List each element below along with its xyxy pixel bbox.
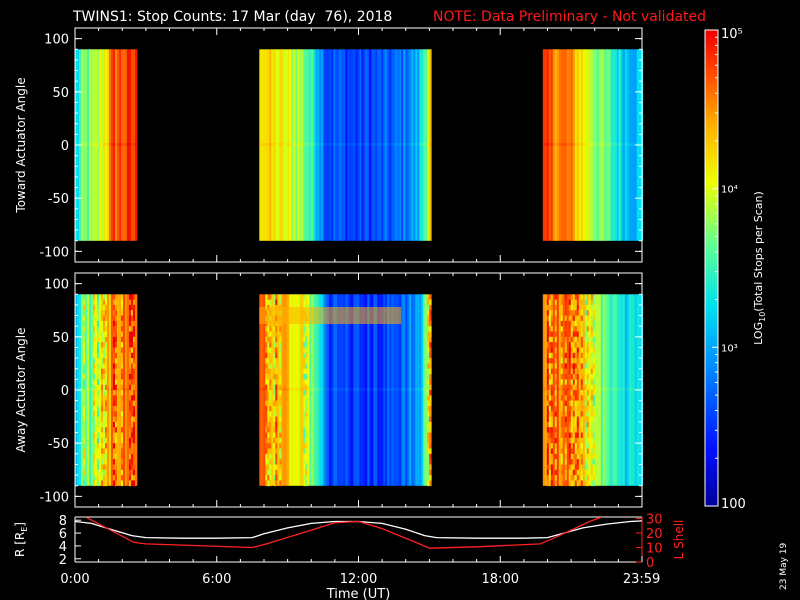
colorbar-tick-label: 10⁵ [721, 27, 743, 42]
colorbar-tick-label: 10³ [721, 343, 738, 354]
y-tick-label: 50 [52, 86, 69, 101]
right-tick-label: 10 [646, 541, 663, 556]
colorbar-label: LOG10(Total Stops per Scan) [752, 191, 767, 345]
left-tick-label: 4 [59, 540, 67, 555]
heatmap-segment-1 [75, 49, 138, 241]
away-angle-panel: 100 50 0 -50 -100 Away Actuator Angle [14, 272, 644, 508]
left-tick-label: 6 [59, 527, 67, 542]
heatmap-segment-2 [259, 294, 432, 487]
x-tick-label: 23:59 [623, 572, 660, 587]
l-shell-line [86, 517, 603, 549]
y-tick-label: -100 [39, 245, 69, 260]
left-tick-label: 8 [59, 514, 67, 529]
y-tick-label: 100 [44, 278, 69, 293]
l-shell-axis-label: L Shell [672, 520, 686, 560]
colorbar-tick-label: 10⁴ [721, 185, 738, 196]
heatmap-segment-2 [259, 49, 432, 241]
y-tick-label: -50 [48, 192, 69, 207]
x-axis-label: Time (UT) [326, 587, 391, 600]
toward-angle-panel: 100 50 0 -50 -100 Toward Actuator Angle [14, 27, 644, 263]
y-tick-label: 0 [61, 384, 69, 399]
heatmap-segment-3 [542, 294, 644, 487]
colorbar-gradient [704, 29, 719, 507]
date-stamp: 23 May 19 [779, 542, 789, 590]
radius-line [75, 520, 642, 539]
heatmap-segment-3 [542, 49, 644, 241]
x-tick-label: 6:00 [202, 572, 231, 587]
colorbar: 100 10³ 10⁴ 10⁵ [704, 27, 746, 512]
y-axis-label: Toward Actuator Angle [14, 77, 28, 213]
heatmap-segment-1 [75, 294, 138, 487]
x-tick-label: 18:00 [482, 572, 519, 587]
preliminary-note: NOTE: Data Preliminary - Not validated [433, 9, 706, 25]
y-tick-label: -100 [39, 490, 69, 505]
y-tick-label: -50 [48, 437, 69, 452]
y-tick-label: 50 [52, 331, 69, 346]
x-tick-label: 0:00 [60, 572, 89, 587]
figure-title: TWINS1: Stop Counts: 17 Mar (day 76), 20… [72, 9, 392, 25]
y-tick-label: 0 [61, 139, 69, 154]
left-tick-label: 2 [59, 553, 67, 568]
colorbar-tick-label: 100 [721, 497, 746, 512]
radius-axis-label: R [RE] [13, 522, 29, 557]
y-tick-label: 100 [44, 33, 69, 48]
right-tick-label: 20 [646, 527, 663, 542]
y-axis-label: Away Actuator Angle [14, 327, 28, 452]
right-tick-label: 0 [646, 556, 654, 571]
x-tick-label: 12:00 [340, 572, 377, 587]
right-tick-label: 30 [646, 512, 663, 527]
